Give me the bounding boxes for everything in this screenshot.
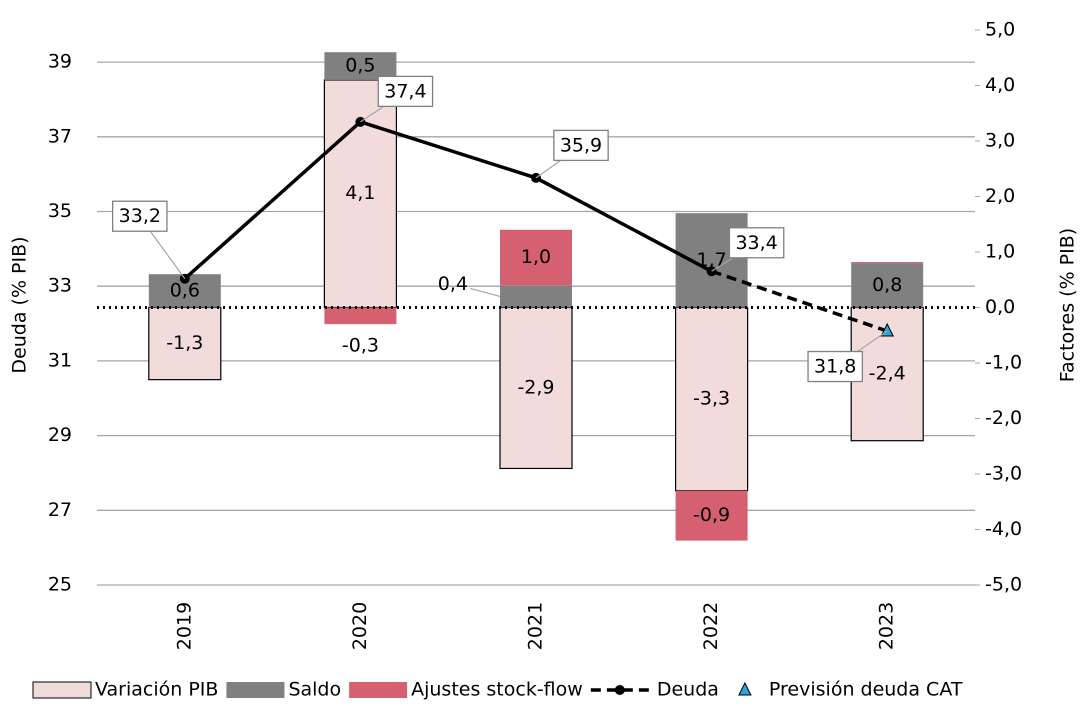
label-box: [111, 200, 168, 232]
bar-segment: [851, 261, 924, 264]
label-leader: [469, 287, 501, 297]
legend-label: Deuda: [657, 679, 719, 701]
data-label: 4,1: [345, 182, 375, 204]
y2-tick-label: 1,0: [985, 241, 1015, 263]
y2-tick-label: -1,0: [985, 352, 1022, 374]
y-tick-label: 31: [48, 349, 72, 371]
bar-segment: [324, 52, 397, 80]
bar-segment: [500, 285, 572, 308]
x-tick-label: 2020: [349, 602, 371, 650]
x-tick-label: 2019: [173, 602, 195, 650]
x-tick-label: 2023: [876, 602, 898, 650]
data-label: 0,4: [438, 273, 468, 295]
data-label: 31,8: [814, 356, 856, 378]
debt-line: [183, 119, 713, 281]
y2-tick-label: -5,0: [985, 574, 1022, 596]
data-label: -2,9: [517, 376, 554, 398]
data-label: 0,6: [170, 279, 200, 301]
y2-tick-label: 0,0: [985, 296, 1015, 318]
y2-tick-label: 3,0: [985, 130, 1015, 152]
data-label: 35,9: [560, 134, 602, 156]
y2-tick-label: -3,0: [985, 463, 1022, 485]
bar-segment: [500, 229, 572, 286]
y2-tick-label: 5,0: [985, 19, 1015, 41]
y-tick-label: 27: [48, 499, 72, 521]
x-tick-label: 2022: [700, 602, 722, 650]
legend-swatch: [738, 681, 752, 696]
data-label: 33,4: [735, 232, 777, 254]
data-label: -1,3: [166, 332, 203, 354]
data-label: -0,3: [342, 335, 379, 357]
legend-swatch: [226, 682, 285, 698]
label-box: [553, 129, 609, 162]
y2-tick-label: -4,0: [985, 518, 1022, 540]
data-label: 37,4: [384, 80, 426, 102]
y-tick-label: 39: [48, 51, 72, 73]
label-box: [377, 75, 434, 108]
legend-swatch: [349, 682, 408, 698]
data-label: -3,3: [693, 388, 730, 410]
legend-swatch: [32, 681, 92, 699]
bar-segment: [499, 306, 573, 470]
bar-segment: [674, 306, 749, 492]
bar-segment: [675, 490, 748, 541]
data-label: -0,9: [693, 504, 730, 526]
data-label: -2,4: [869, 363, 906, 385]
data-label: 1,7: [696, 249, 726, 271]
data-label: 0,5: [345, 55, 375, 77]
labels: -1,3 4,1 -2,9 -3,3 -2,4 0,6 0,5 0,4 1,7 0,8 -0,3 1,…: [111, 55, 906, 526]
data-label: 1,0: [521, 246, 551, 268]
y2-tick-label: -2,0: [985, 407, 1022, 429]
legend-label: Previsión deuda CAT: [769, 679, 963, 701]
y2-tick-label: 2,0: [985, 185, 1015, 207]
y2-axis-title: Factores (% PIB): [1057, 228, 1079, 382]
data-label: 33,2: [119, 205, 161, 227]
y-tick-label: 33: [48, 275, 72, 297]
y-tick-label: 35: [48, 200, 72, 222]
label-box: [728, 227, 785, 259]
legend-label: Saldo: [288, 679, 341, 701]
y-axis-title: Deuda (% PIB): [9, 236, 31, 373]
bar-segment: [851, 263, 924, 308]
y2-tick-label: 4,0: [985, 74, 1015, 96]
data-label: 0,8: [872, 274, 902, 296]
legend-swatch: [614, 685, 625, 695]
bars: [148, 52, 924, 541]
bar-segment: [324, 307, 397, 325]
legend-label: Variación PIB: [95, 679, 218, 701]
label-box: [807, 350, 864, 383]
y-tick-label: 25: [48, 574, 72, 596]
x-tick-label: 2021: [525, 602, 547, 650]
y-tick-label: 29: [48, 424, 72, 446]
legend-label: Ajustes stock-flow: [411, 679, 583, 701]
y-tick-label: 37: [48, 125, 72, 147]
